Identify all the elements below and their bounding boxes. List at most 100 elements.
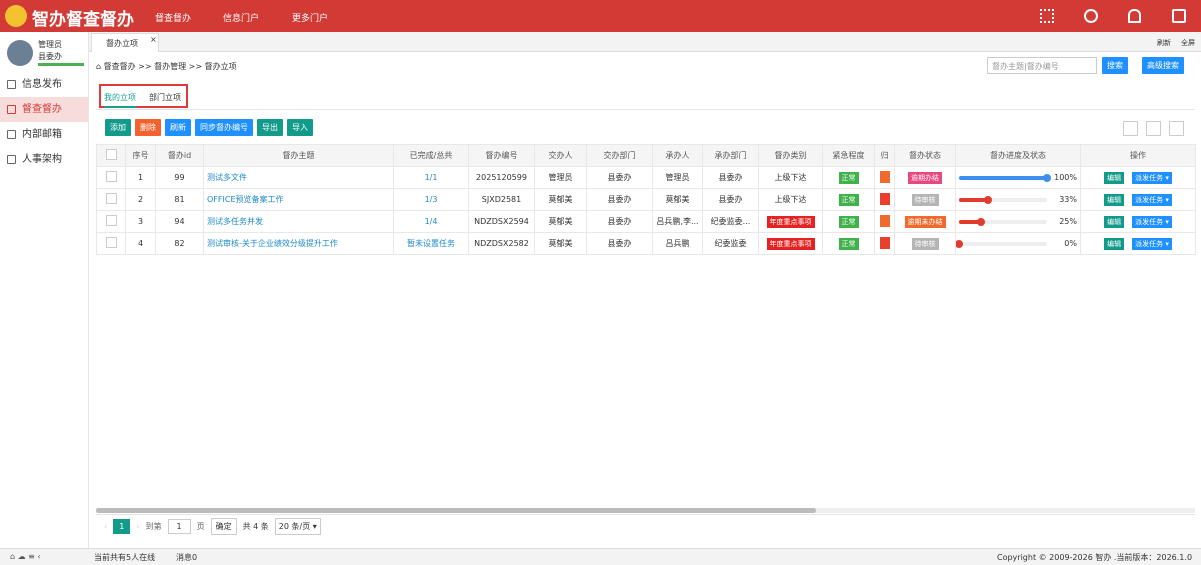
cell: 吕兵鹏 xyxy=(652,232,703,255)
search-input[interactable]: 督办主题|督办编号 xyxy=(987,57,1097,74)
refresh-button[interactable]: 刷新 xyxy=(165,119,191,136)
cell: 正常 xyxy=(822,232,875,255)
logout-icon[interactable] xyxy=(1172,9,1186,23)
table-row: 4 82 测试审核-关于企业绩效分级提升工作 暂未设置任务 NDZDSX2582 莫郁美县… xyxy=(96,232,1196,255)
cell xyxy=(96,232,126,255)
user-dept: 县委办 xyxy=(38,52,62,61)
confirm-button[interactable]: 确定 xyxy=(210,518,237,535)
menu-item[interactable]: 内部邮箱 xyxy=(0,122,88,147)
progress-bar xyxy=(959,219,981,224)
progress-dot xyxy=(984,195,993,204)
apps-icon[interactable] xyxy=(1040,9,1054,23)
edit-button[interactable]: 编辑 xyxy=(1104,215,1125,228)
header-cell: 操作 xyxy=(1080,144,1196,167)
logo xyxy=(5,5,27,27)
cell xyxy=(96,166,126,189)
menu-item[interactable]: 信息发布 xyxy=(0,72,88,97)
tab-bar: 督办立项 × 刷新 全屏 xyxy=(89,32,1201,52)
progress-label: 25% xyxy=(1059,217,1077,226)
cell: 编辑 派发任务 ▾ xyxy=(1080,210,1196,233)
cell: 上级下达 xyxy=(758,188,823,211)
cell: 县委办 xyxy=(702,166,759,189)
sync-button[interactable]: 同步督办编号 xyxy=(195,119,253,136)
print-icon[interactable] xyxy=(1169,121,1184,136)
search-button[interactable]: 搜索 xyxy=(1102,57,1128,74)
export-button[interactable]: 导出 xyxy=(257,119,283,136)
dispatch-button[interactable]: 派发任务 ▾ xyxy=(1132,237,1172,250)
checkbox[interactable] xyxy=(105,215,117,226)
subtab[interactable]: 我的立项 xyxy=(104,92,136,108)
edit-button[interactable]: 编辑 xyxy=(1104,237,1125,250)
progress-label: 0% xyxy=(1064,239,1077,248)
advanced-search-button[interactable]: 高级搜索 xyxy=(1142,57,1184,74)
menu-label: 督查督办 xyxy=(22,104,62,115)
header-cell: 已完成/总共 xyxy=(393,144,469,167)
cell: 1/1 xyxy=(393,166,469,189)
cell: 年度重点事项 xyxy=(758,232,823,255)
page-button[interactable]: 1 xyxy=(113,519,131,534)
header-cell: 督办进度及状态 xyxy=(955,144,1081,167)
progress-track xyxy=(956,239,1047,248)
checkbox[interactable] xyxy=(105,193,117,204)
subtab-highlight xyxy=(99,84,188,108)
edit-button[interactable]: 编辑 xyxy=(1104,193,1125,206)
badge xyxy=(879,236,890,249)
cell: 县委办 xyxy=(586,232,653,255)
columns-icon[interactable] xyxy=(1123,121,1138,136)
cell: 0% xyxy=(955,232,1081,255)
category: 上级下达 xyxy=(774,195,807,204)
cell: 100% xyxy=(955,166,1081,189)
edit-button[interactable]: 编辑 xyxy=(1104,171,1125,184)
cell: 上级下达 xyxy=(758,166,823,189)
progress: 33% xyxy=(959,195,1077,204)
delete-button[interactable]: 删除 xyxy=(135,119,161,136)
nav-item[interactable]: 督查督办 xyxy=(155,14,192,24)
header-cell: 交办部门 xyxy=(586,144,653,167)
sidebar: 管理员 县委办 信息发布 督查督办 内部邮箱 人事架构 xyxy=(0,32,89,548)
cell: 编辑 派发任务 ▾ xyxy=(1080,232,1196,255)
nav-item[interactable]: 更多门户 xyxy=(292,14,329,24)
bell-icon[interactable] xyxy=(1128,9,1141,23)
progress-track xyxy=(959,173,1051,182)
status-badge: 待审核 xyxy=(911,193,939,206)
cell: 莫郁美 xyxy=(534,210,587,233)
import-button[interactable]: 导入 xyxy=(287,119,313,136)
refresh-link[interactable]: 刷新 xyxy=(1157,39,1171,47)
pager-text: 到第 xyxy=(145,522,162,531)
cell xyxy=(874,188,895,211)
cell: 正常 xyxy=(822,210,875,233)
progress-track xyxy=(959,195,1047,204)
cell: 测试多文件 xyxy=(203,166,394,189)
menu-label: 内部邮箱 xyxy=(22,129,62,140)
scrollbar xyxy=(96,508,1195,513)
cell: 编辑 派发任务 ▾ xyxy=(1080,166,1196,189)
menu-item[interactable]: 督查督办 xyxy=(0,97,88,122)
nav-item[interactable]: 信息门户 xyxy=(223,14,260,24)
dispatch-button[interactable]: 派发任务 ▾ xyxy=(1132,171,1172,184)
subtab[interactable]: 部门立项 xyxy=(149,93,181,102)
page-size-select[interactable]: 20 条/页 ▾ xyxy=(274,518,321,535)
tab-label: 督办立项 xyxy=(106,39,138,48)
cell: 县委办 xyxy=(586,210,653,233)
pager-text: 页 xyxy=(196,522,205,531)
menu-item[interactable]: 人事架构 xyxy=(0,147,88,172)
add-button[interactable]: 添加 xyxy=(105,119,131,136)
cell: 81 xyxy=(155,188,204,211)
progress-bar xyxy=(959,197,989,202)
export-icon[interactable] xyxy=(1146,121,1161,136)
dispatch-button[interactable]: 派发任务 ▾ xyxy=(1132,215,1172,228)
checkbox[interactable] xyxy=(105,237,117,248)
toolbar: 添加 删除 刷新 同步督办编号 导出 导入 xyxy=(105,119,317,136)
cell: 暂未设置任务 xyxy=(393,232,469,255)
progress-dot xyxy=(1043,173,1051,182)
dispatch-button[interactable]: 派发任务 ▾ xyxy=(1132,193,1172,206)
cell: 年度重点事项 xyxy=(758,210,823,233)
category: 上级下达 xyxy=(774,173,807,182)
fullscreen-link[interactable]: 全屏 xyxy=(1181,39,1195,47)
cell xyxy=(96,188,126,211)
page-input[interactable]: 1 xyxy=(167,519,191,534)
settings-icon[interactable] xyxy=(1084,9,1098,23)
tab[interactable]: 督办立项 × xyxy=(91,33,159,52)
checkbox[interactable] xyxy=(105,171,117,182)
page-size: 20 条/页 xyxy=(278,522,311,531)
